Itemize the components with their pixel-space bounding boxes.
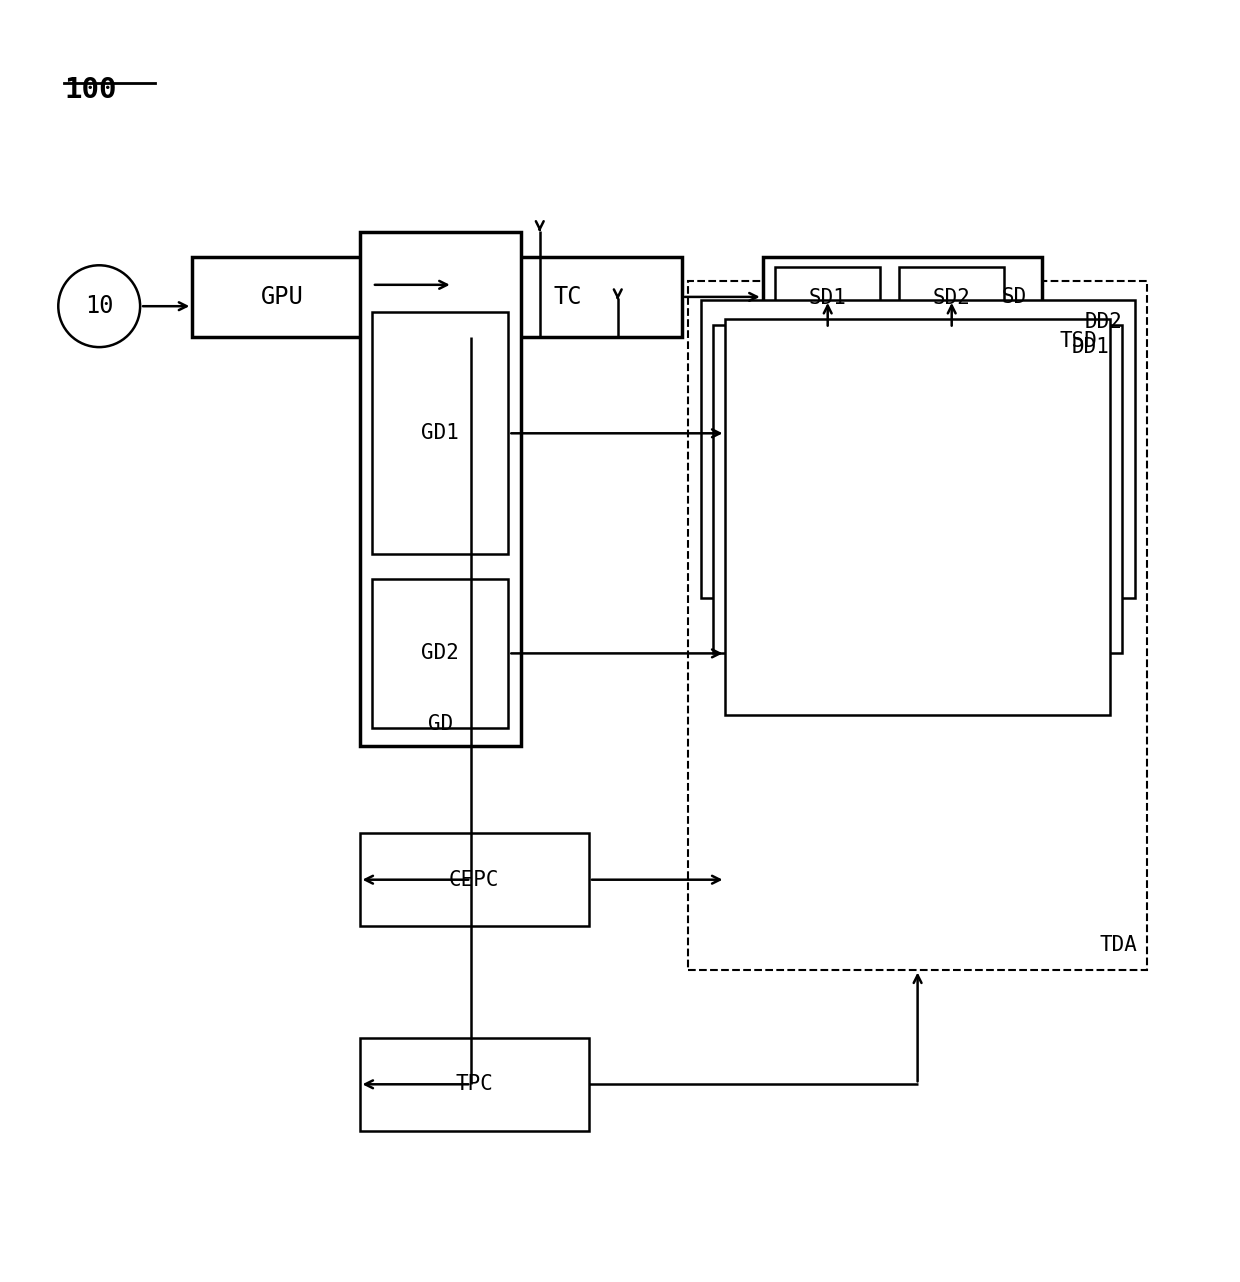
Text: GD2: GD2	[422, 644, 459, 663]
Bar	[775, 267, 880, 328]
Bar	[360, 1038, 589, 1131]
Text: 10: 10	[86, 294, 113, 318]
Bar	[453, 256, 682, 337]
Bar	[701, 300, 1135, 597]
Text: 100: 100	[64, 76, 117, 104]
Bar	[725, 319, 1110, 715]
Bar	[372, 579, 508, 728]
Text: TPC: TPC	[455, 1074, 494, 1095]
Text: GD: GD	[428, 714, 453, 735]
Text: DD2: DD2	[1084, 313, 1122, 332]
Text: SD: SD	[1002, 287, 1027, 306]
Circle shape	[58, 265, 140, 347]
Bar	[899, 267, 1004, 328]
Text: SD2: SD2	[932, 287, 971, 308]
Text: TC: TC	[553, 285, 582, 309]
Bar	[763, 256, 1042, 337]
Bar	[192, 256, 372, 337]
Bar	[688, 282, 1147, 969]
Text: CEPC: CEPC	[449, 869, 500, 890]
Text: DD1: DD1	[1071, 337, 1110, 358]
Text: GPU: GPU	[260, 285, 304, 309]
Text: SD1: SD1	[808, 287, 847, 308]
Text: TSD: TSD	[1059, 331, 1097, 351]
Bar	[713, 324, 1122, 654]
Text: GD1: GD1	[422, 423, 459, 444]
Bar	[360, 232, 521, 746]
Bar	[372, 313, 508, 554]
Text: TDA: TDA	[1099, 935, 1137, 955]
Bar	[360, 833, 589, 926]
